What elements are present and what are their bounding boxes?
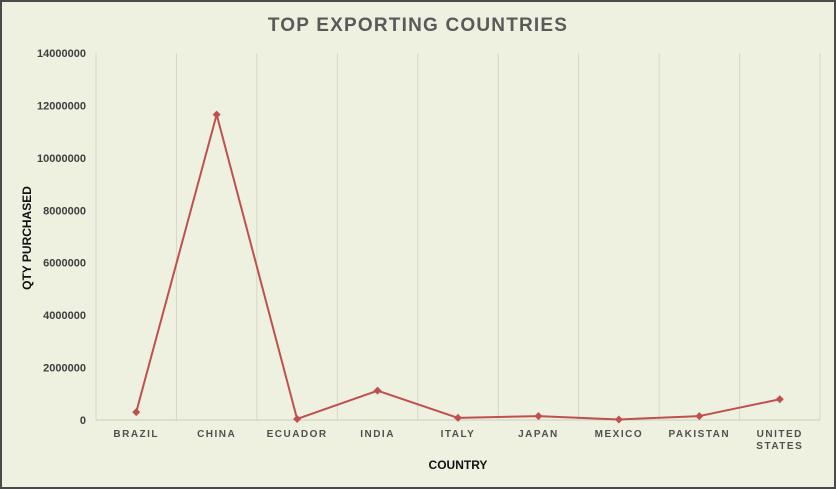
data-point	[454, 413, 462, 422]
y-axis-ticks: 0 2000000 4000000 6000000 8000000 10000000 120…	[37, 48, 86, 427]
data-point	[534, 412, 543, 421]
y-tick-label: 4000000	[43, 310, 86, 322]
x-tick-label: INDIA	[360, 429, 395, 440]
y-tick-label: 6000000	[43, 258, 86, 270]
x-tick-label: CHINA	[197, 429, 236, 440]
data-point	[373, 386, 382, 395]
y-tick-label: 2000000	[43, 363, 86, 375]
x-axis-ticks: BRAZIL CHINA ECUADOR INDIA ITALY JAPAN MEXICO P…	[113, 429, 803, 452]
x-tick-label: MEXICO	[595, 429, 643, 440]
data-point	[695, 412, 704, 421]
data-point	[293, 414, 302, 423]
x-tick-label: JAPAN	[518, 429, 559, 440]
y-tick-label: 0	[80, 415, 86, 427]
x-tick-label: ITALY	[441, 429, 476, 440]
y-tick-label: 8000000	[43, 205, 86, 217]
y-tick-label: 10000000	[37, 153, 86, 165]
x-tick-label: PAKISTAN	[669, 429, 731, 440]
x-tick-label: UNITED STATES	[756, 429, 803, 452]
y-tick-label: 12000000	[37, 100, 86, 112]
x-tick-label: ECUADOR	[267, 429, 328, 440]
data-point	[132, 408, 141, 417]
chart-title: TOP EXPORTING COUNTRIES	[268, 15, 568, 36]
y-axis-label: QTY PURCHASED	[20, 186, 34, 290]
data-point	[775, 395, 784, 404]
gridlines	[95, 53, 821, 421]
x-axis-label: COUNTRY	[429, 458, 488, 472]
data-point	[614, 415, 623, 424]
x-tick-label: BRAZIL	[113, 429, 159, 440]
data-point	[212, 110, 221, 119]
series-layer	[132, 110, 784, 424]
y-tick-label: 14000000	[37, 48, 86, 60]
series-line	[135, 113, 780, 421]
